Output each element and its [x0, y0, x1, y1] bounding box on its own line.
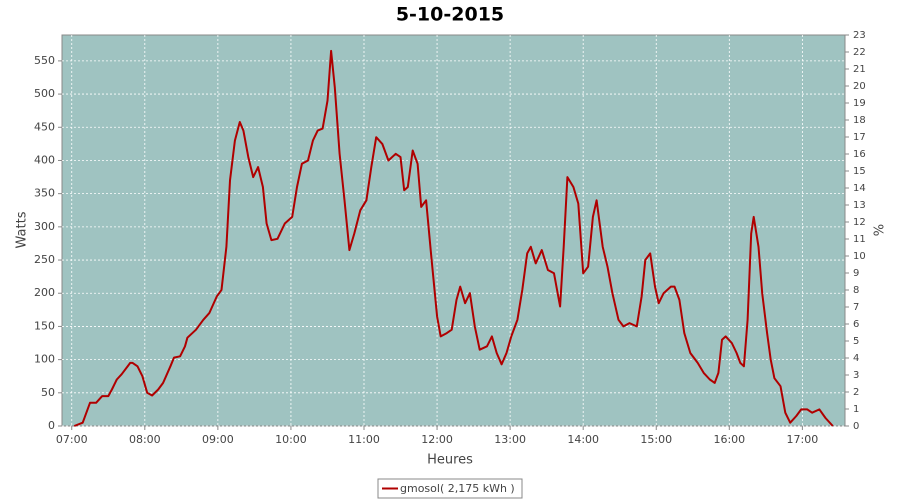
- x-axis-label: Heures: [427, 453, 473, 468]
- x-tick-label: 14:00: [567, 433, 599, 446]
- y2-tick-label: 16: [853, 149, 866, 160]
- y-tick-label: 450: [34, 120, 55, 133]
- y2-tick-label: 17: [853, 132, 866, 143]
- x-tick-label: 17:00: [787, 433, 819, 446]
- chart-title: 5-10-2015: [396, 4, 504, 26]
- x-tick-label: 11:00: [348, 433, 380, 446]
- y2-tick-label: 20: [853, 81, 866, 92]
- y2-tick-label: 1: [853, 404, 859, 415]
- y-tick-label: 300: [34, 220, 55, 233]
- y2-tick-label: 6: [853, 319, 859, 330]
- y2-tick-label: 9: [853, 268, 859, 279]
- y-tick-label: 50: [41, 386, 55, 399]
- y-tick-label: 100: [34, 353, 55, 366]
- x-tick-label: 13:00: [494, 433, 526, 446]
- y-tick-label: 0: [48, 419, 55, 432]
- y2-tick-label: 2: [853, 387, 859, 398]
- y-tick-label: 500: [34, 87, 55, 100]
- x-tick-label: 15:00: [640, 433, 672, 446]
- y2-tick-label: 7: [853, 302, 859, 313]
- y2-tick-label: 0: [853, 421, 859, 432]
- x-tick-label: 16:00: [713, 433, 745, 446]
- y2-tick-label: 18: [853, 115, 866, 126]
- x-tick-label: 09:00: [202, 433, 234, 446]
- legend-label: gmosol( 2,175 kWh ): [400, 482, 515, 495]
- y2-tick-label: 11: [853, 234, 866, 245]
- y-tick-label: 150: [34, 319, 55, 332]
- y2-tick-label: 22: [853, 47, 866, 58]
- y2-tick-label: 13: [853, 200, 866, 211]
- y-tick-label: 350: [34, 187, 55, 200]
- legend-box: [377, 478, 523, 499]
- x-tick-label: 08:00: [129, 433, 161, 446]
- x-tick-label: 07:00: [56, 433, 88, 446]
- y2-tick-label: 19: [853, 98, 866, 109]
- y2-tick-label: 21: [853, 64, 866, 75]
- y-axis-label: Watts: [15, 211, 30, 248]
- y2-tick-label: 3: [853, 370, 859, 381]
- y-tick-label: 200: [34, 286, 55, 299]
- y2-tick-label: 23: [853, 30, 866, 41]
- plot-area: [61, 34, 846, 427]
- x-tick-label: 12:00: [421, 433, 453, 446]
- y2-tick-label: 14: [853, 183, 866, 194]
- y-tick-label: 550: [34, 54, 55, 67]
- y2-tick-label: 4: [853, 353, 859, 364]
- y-tick-label: 250: [34, 253, 55, 266]
- series-line: [73, 49, 834, 427]
- y2-tick-label: 8: [853, 285, 859, 296]
- x-tick-label: 10:00: [275, 433, 307, 446]
- y2-tick-label: 10: [853, 251, 866, 262]
- y-tick-label: 400: [34, 153, 55, 166]
- y2-tick-label: 12: [853, 217, 866, 228]
- y2-axis-label: %: [873, 224, 888, 236]
- y2-tick-label: 5: [853, 336, 859, 347]
- y2-tick-label: 15: [853, 166, 866, 177]
